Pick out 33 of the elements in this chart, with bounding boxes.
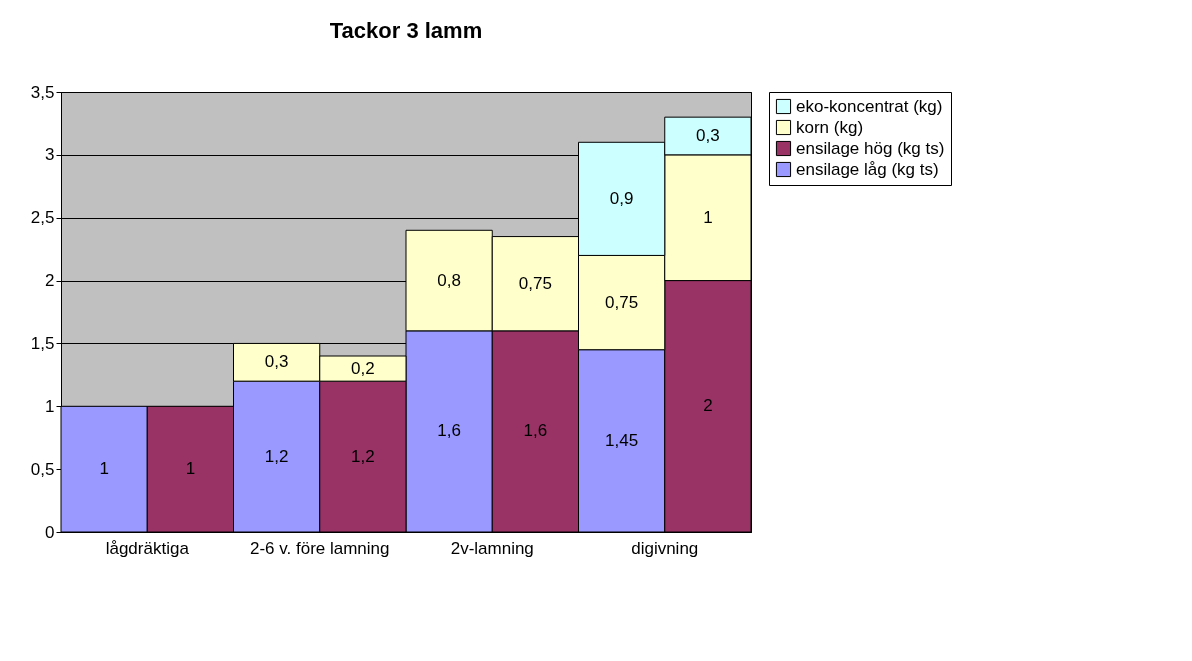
- legend-label: korn (kg): [796, 117, 864, 137]
- data-label: 0,8: [437, 270, 461, 290]
- y-tick-label: 3,5: [30, 82, 55, 102]
- y-tick-label: 2: [45, 271, 55, 291]
- data-label: 2: [703, 396, 713, 416]
- data-label: 1,2: [264, 446, 289, 466]
- x-tick-label: digivning: [631, 538, 699, 558]
- y-tick-label: 3: [45, 145, 55, 165]
- x-tick-label: 2v-lamning: [450, 538, 534, 558]
- data-label: 1,2: [351, 446, 375, 466]
- data-label: 1,45: [605, 430, 639, 450]
- x-tick-label: 2-6 v. före lamning: [249, 538, 390, 558]
- data-label: 1,6: [437, 421, 461, 441]
- legend-label: eko-koncentrat (kg): [796, 96, 943, 116]
- legend-label: ensilage låg (kg ts): [796, 159, 939, 179]
- data-label: 0,2: [351, 358, 375, 378]
- y-tick-label: 0,5: [30, 459, 55, 479]
- data-label: 1: [99, 459, 109, 479]
- data-label: 1,6: [523, 421, 548, 441]
- chart-title: Tackor 3 lamm: [329, 18, 483, 43]
- data-label: 0,3: [696, 126, 720, 145]
- y-tick-label: 1: [45, 396, 55, 416]
- data-label: 0,3: [264, 352, 289, 372]
- data-label: 0,75: [518, 273, 552, 293]
- y-tick-label: 2,5: [30, 208, 55, 228]
- data-label: 1: [185, 459, 196, 479]
- data-label: 0,75: [605, 292, 639, 312]
- y-tick-label: 0: [45, 522, 55, 542]
- data-label: 0,9: [609, 188, 634, 208]
- x-tick-label: lågdräktiga: [105, 538, 190, 558]
- data-label: 1: [703, 207, 713, 227]
- legend-label: ensilage hög (kg ts): [796, 138, 945, 158]
- y-tick-label: 1,5: [30, 333, 55, 353]
